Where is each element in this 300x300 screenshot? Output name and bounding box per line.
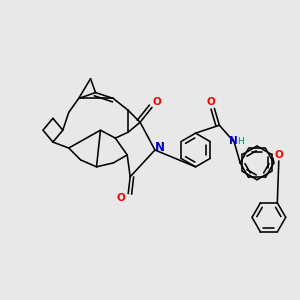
Text: O: O — [274, 150, 283, 160]
Text: O: O — [153, 98, 161, 107]
Text: O: O — [206, 98, 215, 107]
Text: N: N — [155, 140, 165, 154]
Text: O: O — [117, 193, 126, 202]
Text: H: H — [237, 136, 244, 146]
Text: N: N — [229, 136, 238, 146]
